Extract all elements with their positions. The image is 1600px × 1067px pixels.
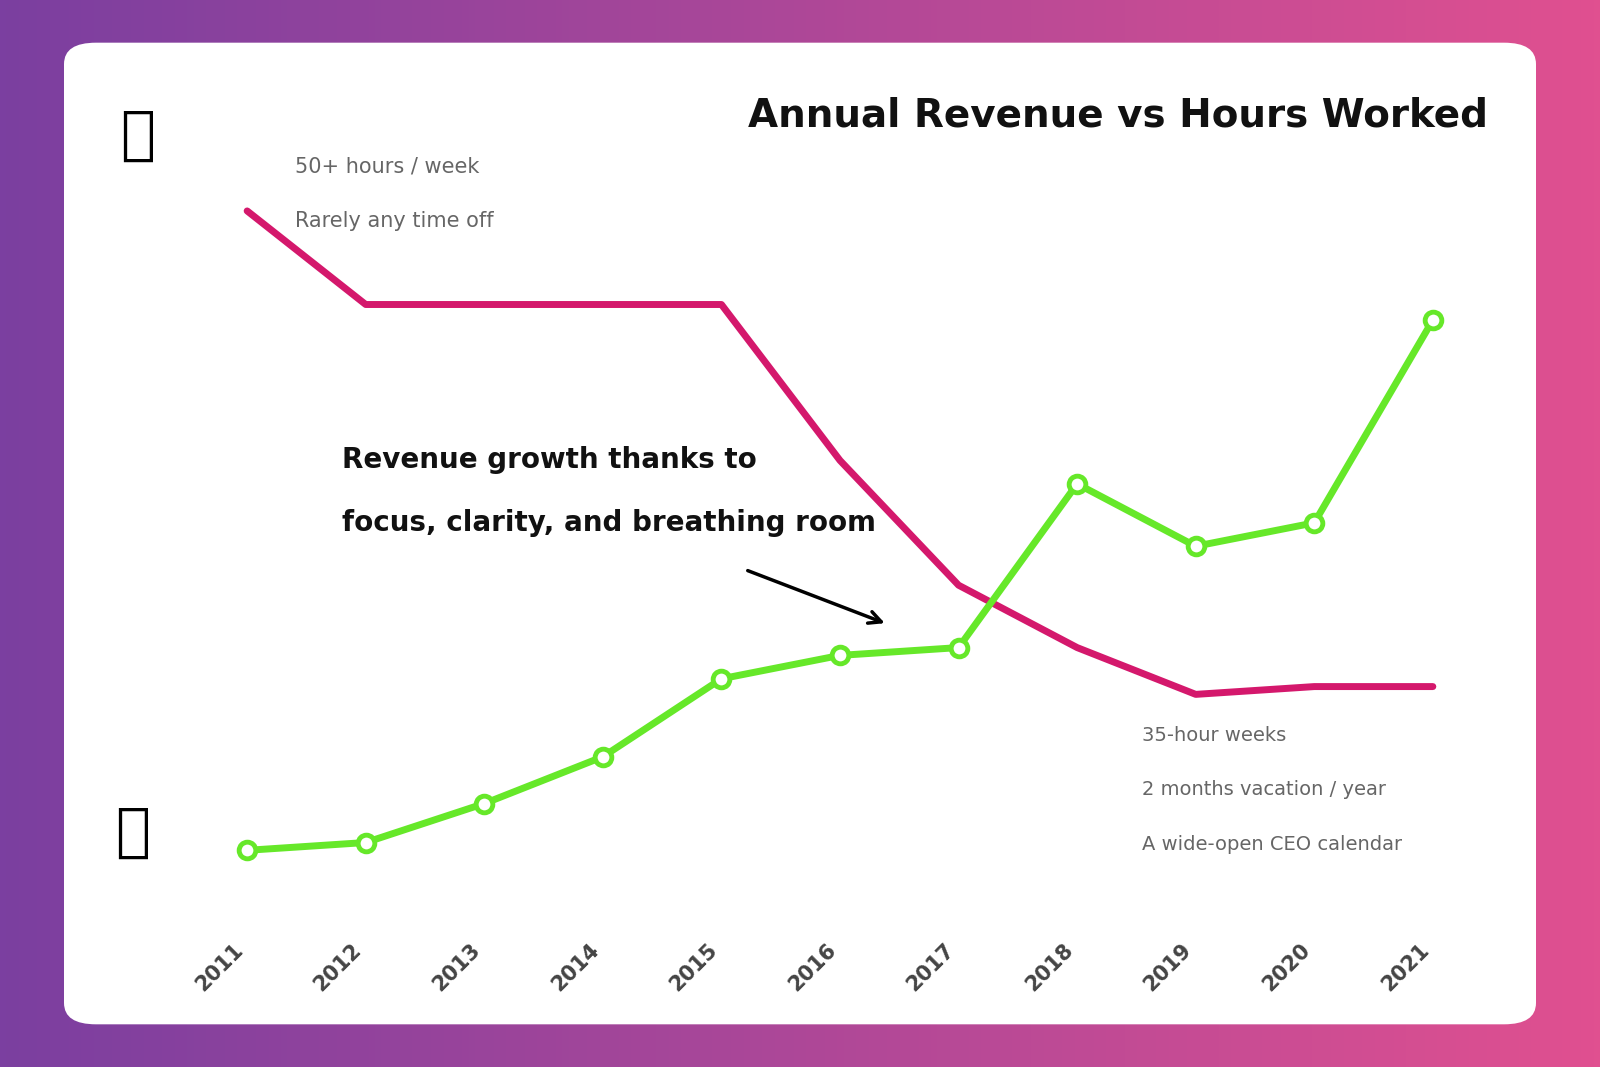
Text: focus, clarity, and breathing room: focus, clarity, and breathing room (342, 509, 875, 537)
Text: 💰: 💰 (115, 803, 150, 861)
Text: 📅: 📅 (120, 107, 155, 163)
Text: Revenue growth thanks to: Revenue growth thanks to (342, 446, 757, 475)
Text: 35-hour weeks: 35-hour weeks (1142, 726, 1286, 745)
Text: Rarely any time off: Rarely any time off (294, 211, 493, 230)
Text: 50+ hours / week: 50+ hours / week (294, 157, 478, 176)
Text: Annual Revenue vs Hours Worked: Annual Revenue vs Hours Worked (749, 96, 1488, 134)
Text: 2 months vacation / year: 2 months vacation / year (1142, 780, 1386, 799)
Text: A wide-open CEO calendar: A wide-open CEO calendar (1142, 834, 1403, 854)
